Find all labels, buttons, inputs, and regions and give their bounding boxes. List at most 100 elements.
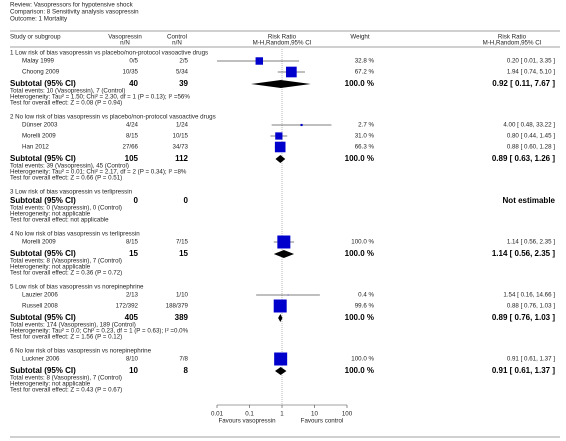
note: Total events: 174 (Vasopressin), 189 (Co…	[10, 322, 136, 329]
study-square	[286, 66, 297, 78]
weight: 100.0 %	[345, 154, 374, 163]
ctrl-events: 1/24	[176, 122, 189, 129]
note: Test for overall effect: not applicable	[10, 217, 109, 224]
vaso-total: 105	[125, 154, 139, 163]
ci-label: 0.89 [ 0.63, 1.26 ]	[492, 154, 555, 163]
x-tick-label: 10	[311, 411, 318, 418]
note: Total events: 8 (Vasopressin), 7 (Contro…	[10, 258, 122, 265]
ci-label: Not estimable	[503, 196, 556, 205]
note: Heterogeneity: not applicable	[10, 264, 91, 271]
note: Heterogeneity: Tau² = 1.50; Chi² = 2.30,…	[10, 94, 190, 101]
col-ctrl-unit: n/N	[172, 40, 182, 47]
ci-label: 0.91 [ 0.61, 1.37 ]	[492, 366, 555, 375]
note: Heterogeneity: Tau² = 0.01; Chi² = 2.17,…	[10, 169, 187, 176]
ci-label: 1.14 [ 0.56, 2.35 ]	[492, 249, 555, 258]
vaso-total: 405	[125, 313, 139, 322]
ci-label: 1.54 [ 0.16, 14.66 ]	[503, 292, 555, 299]
study-name: Luckner 2006	[22, 356, 60, 363]
note: Total events: 8 (Vasopressin), 7 (Contro…	[10, 375, 122, 382]
study-name: Malay 1999	[22, 58, 55, 65]
weight: 100.0 %	[351, 356, 374, 363]
ctrl-total: 112	[175, 154, 188, 163]
subtotal-label: Subtotal (95% CI)	[10, 196, 76, 205]
weight: 100.0 %	[345, 366, 374, 375]
vaso-total: 40	[129, 79, 138, 88]
note: Total events: 0 (Vasopressin), 0 (Contro…	[10, 205, 122, 212]
ctrl-total: 389	[175, 313, 189, 322]
note: Test for overall effect: Z = 0.08 (P = 0…	[10, 100, 122, 107]
group-title: 2 No low risk of bias vasopressin vs pla…	[10, 114, 216, 121]
study-name: Han 2012	[22, 144, 49, 151]
outcome: Outcome: 1 Mortality	[10, 16, 68, 23]
vaso-events: 8/15	[126, 239, 139, 246]
ctrl-events: 188/379	[166, 303, 189, 310]
subtotal-label: Subtotal (95% CI)	[10, 79, 76, 88]
subtotal-label: Subtotal (95% CI)	[10, 249, 76, 258]
subtotal-label: Subtotal (95% CI)	[10, 154, 76, 163]
subtotal-diamond	[250, 80, 311, 88]
ctrl-events: 7/15	[176, 239, 189, 246]
weight: 67.2 %	[355, 69, 375, 76]
subtotal-label: Subtotal (95% CI)	[10, 313, 76, 322]
col-ctrl: Control	[167, 34, 187, 41]
vaso-events: 172/392	[116, 303, 139, 310]
ctrl-total: 15	[179, 249, 188, 258]
study-square	[274, 141, 286, 153]
group-title: 5 Low risk of bias vasopressin vs norepi…	[10, 284, 144, 291]
weight: 0.4 %	[358, 292, 374, 299]
group-title: 1 Low risk of bias vasopressin vs placeb…	[10, 50, 208, 57]
group-title: 3 Low risk of bias vasopressin vs terlip…	[10, 189, 133, 196]
study-name: Choong 2009	[22, 69, 60, 76]
note: Total events: 39 (Vasopressin), 45 (Cont…	[10, 163, 129, 170]
study-square	[287, 294, 289, 296]
study-square	[275, 132, 283, 140]
study-square	[274, 352, 288, 366]
ci-label: 0.92 [ 0.11, 7.67 ]	[492, 79, 555, 88]
col-rr2: Risk Ratio	[498, 34, 527, 41]
vaso-total: 15	[129, 249, 138, 258]
col-rr: Risk Ratio	[268, 34, 297, 41]
study-name: Morelli 2009	[22, 239, 56, 246]
ci-label: 0.80 [ 0.44, 1.45 ]	[507, 133, 555, 140]
ctrl-total: 39	[179, 79, 188, 88]
study-name: Dünser 2003	[22, 122, 58, 129]
ctrl-events: 34/73	[173, 144, 189, 151]
vaso-events: 4/24	[126, 122, 139, 129]
x-tick-label: 0.1	[245, 411, 254, 418]
subtotal-diamond	[275, 367, 287, 375]
col-vaso-unit: n/N	[120, 40, 130, 47]
note: Test for overall effect: Z = 1.56 (P = 0…	[10, 334, 122, 341]
ci-label: 1.14 [ 0.56, 2.35 ]	[507, 239, 555, 246]
group-title: 4 No low risk of bias vasopressin vs ter…	[10, 231, 140, 238]
ci-label: 4.00 [ 0.48, 33.22 ]	[503, 122, 555, 129]
note: Heterogeneity: not applicable	[10, 381, 91, 388]
note: Test for overall effect: Z = 0.66 (P = 0…	[10, 175, 122, 182]
ci-label: 0.91 [ 0.61, 1.37 ]	[507, 356, 555, 363]
weight: 100.0 %	[345, 79, 374, 88]
study-square	[273, 299, 287, 313]
vaso-total: 0	[134, 196, 139, 205]
vaso-events: 8/10	[126, 356, 139, 363]
x-tick-label: 0.01	[211, 411, 224, 418]
note: Total events: 10 (Vasopressin), 7 (Contr…	[10, 88, 125, 95]
favours-left: Favours vasopressin	[218, 418, 276, 425]
note: Heterogeneity: Tau² = 0.0; Chi² = 0.23, …	[10, 328, 189, 335]
favours-right: Favours control	[301, 418, 344, 425]
ctrl-events: 10/15	[173, 133, 189, 140]
weight: 100.0 %	[345, 249, 374, 258]
study-square	[277, 235, 291, 249]
vaso-events: 0/5	[129, 58, 138, 65]
note: Test for overall effect: Z = 0.36 (P = 0…	[10, 270, 122, 277]
ctrl-events: 1/10	[176, 292, 189, 299]
weight: 100.0 %	[351, 239, 374, 246]
ctrl-total: 0	[184, 196, 189, 205]
vaso-events: 2/13	[126, 292, 139, 299]
ci-label: 0.88 [ 0.60, 1.28 ]	[507, 144, 555, 151]
weight: 99.6 %	[355, 303, 375, 310]
col-rr2-sub: M-H,Random,95% CI	[483, 40, 542, 47]
study-name: Lauzier 2006	[22, 292, 58, 299]
study-square	[300, 123, 303, 127]
ctrl-events: 2/5	[179, 58, 188, 65]
col-study: Study or subgroup	[10, 34, 61, 41]
